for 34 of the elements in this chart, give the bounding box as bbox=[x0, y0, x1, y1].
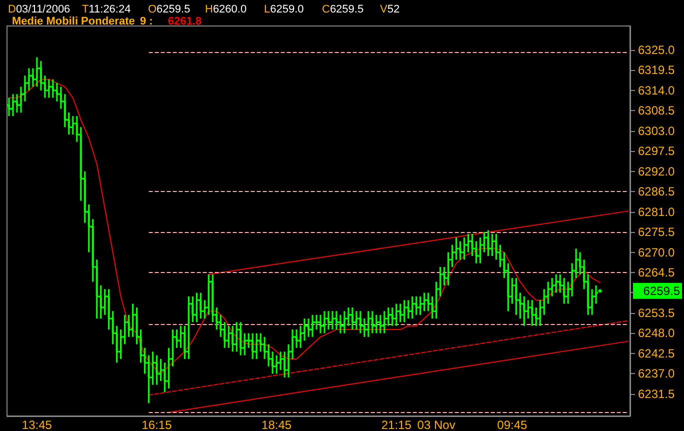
x-tick-label: 13:45 bbox=[22, 418, 52, 431]
annotation: 6261.8 bbox=[168, 16, 202, 28]
x-tick-label: 21:15 bbox=[381, 418, 412, 431]
y-tick-label: 6286.5 bbox=[638, 184, 676, 199]
text: C6259.5 bbox=[322, 4, 364, 16]
text: V52 bbox=[380, 4, 400, 16]
y-tick-label: 6231.5 bbox=[638, 386, 676, 401]
y-tick-label: 6292.0 bbox=[638, 164, 676, 178]
y-tick-label: 6242.5 bbox=[638, 346, 676, 360]
text: Medie Mobili Ponderate bbox=[12, 16, 135, 28]
annotation: 9 : bbox=[140, 16, 153, 28]
y-tick-label: 6237.0 bbox=[638, 366, 676, 381]
y-tick-label: 6308.5 bbox=[638, 104, 676, 118]
text: 6259.5 bbox=[643, 284, 680, 298]
y-tick-label: 6314.0 bbox=[638, 83, 676, 98]
y-tick-label: 6319.5 bbox=[638, 63, 676, 78]
y-tick-label: 6264.5 bbox=[638, 266, 676, 280]
text: H6260.0 bbox=[205, 4, 247, 16]
y-tick-label: 6297.5 bbox=[638, 144, 676, 158]
text: L6259.0 bbox=[264, 4, 304, 16]
x-tick-label: 18:45 bbox=[262, 418, 292, 431]
y-tick-label: 6281.0 bbox=[638, 204, 676, 219]
y-tick-label: 6275.5 bbox=[638, 225, 676, 240]
y-tick-label: 6253.5 bbox=[638, 306, 676, 320]
text: T11:26:24 bbox=[82, 4, 131, 16]
x-tick-label: 16:15 bbox=[142, 418, 172, 431]
text: D03/11/2006 bbox=[8, 4, 70, 16]
y-tick-label: 6248.0 bbox=[638, 326, 676, 340]
x-tick-label: 09:45 bbox=[497, 418, 528, 431]
x-tick-label: 03 Nov bbox=[417, 418, 456, 431]
y-tick-label: 6270.0 bbox=[638, 245, 676, 260]
y-tick-label: 6303.0 bbox=[638, 124, 676, 138]
text: O6259.5 bbox=[148, 4, 190, 16]
y-tick-label: 6325.0 bbox=[638, 42, 676, 57]
